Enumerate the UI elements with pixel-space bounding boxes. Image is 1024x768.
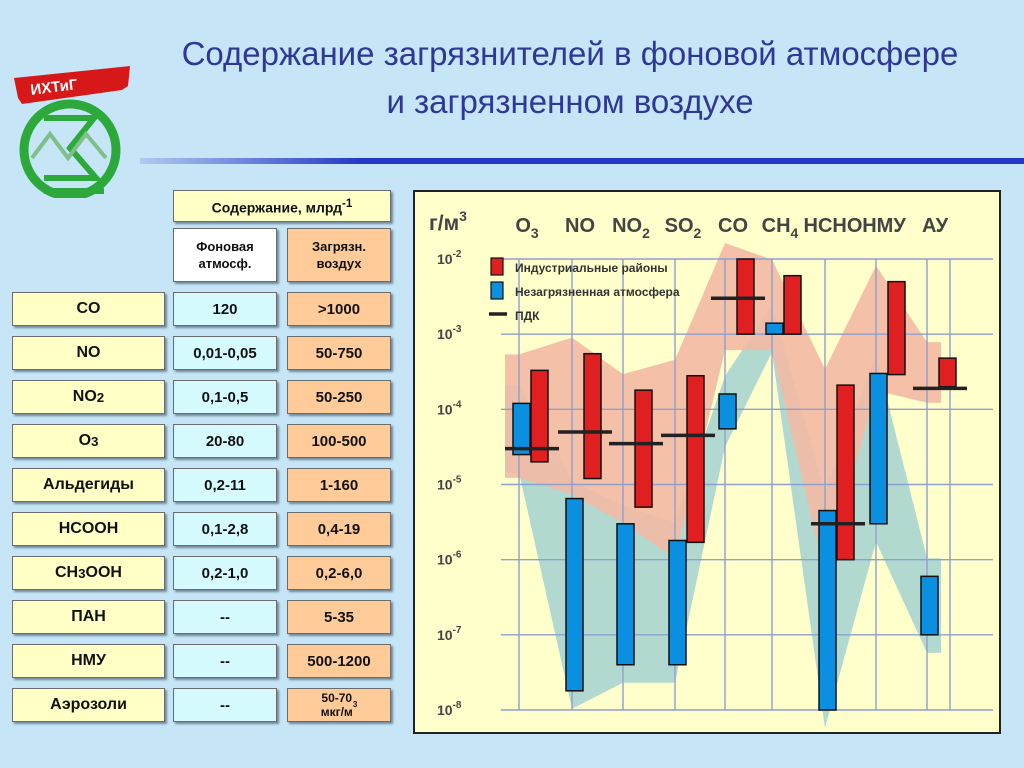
table-cell-polluted: 50-750 [287, 336, 391, 370]
table-row-name: Альдегиды [12, 468, 165, 502]
y-tick-label: 10-5 [437, 475, 462, 493]
category-label: CO [718, 215, 748, 237]
bar-industrial [887, 280, 906, 376]
bar-industrial [583, 352, 602, 480]
category-label: SO2 [665, 215, 702, 241]
table-cell-polluted: 0,2-6,0 [287, 556, 391, 590]
bar-clean [668, 539, 687, 666]
col-header-polluted: Загрязн. воздух [287, 228, 391, 282]
bar-industrial [686, 374, 705, 544]
legend: Индустриальные районы Незагрязненная атмо… [489, 257, 680, 323]
bar-marks [505, 258, 967, 711]
table-row-name: NO 2 [12, 380, 165, 414]
bar-clean [512, 402, 531, 456]
legend-swatch-clean [490, 281, 504, 300]
col-header-background: Фоновая атмосф. [173, 228, 277, 282]
legend-swatch-industrial [490, 257, 504, 276]
table-row-name: CO [12, 292, 165, 326]
table-cell-polluted: 1-160 [287, 468, 391, 502]
table-cell-polluted: 5-35 [287, 600, 391, 634]
chart-panel: 10-2 10-3 10-4 10-5 10-6 10-7 10-8 г/м3 O3 NO NO2 S… [413, 190, 1001, 734]
category-label: NO2 [612, 215, 650, 241]
logo-sigma-icon [44, 115, 103, 181]
bar-clean [818, 509, 837, 711]
slide-title: Содержание загрязнителей в фоновой атмос… [181, 35, 959, 120]
bar-industrial [530, 369, 549, 463]
institution-logo: ИХТиГ [14, 66, 130, 198]
y-tick-label: 10-8 [437, 700, 462, 718]
y-tick-label: 10-2 [437, 249, 462, 267]
table-cell-polluted: 100-500 [287, 424, 391, 458]
bar-clean [616, 523, 635, 666]
y-tick-label: 10-4 [437, 399, 462, 417]
bar-clean [920, 575, 939, 636]
table-cell-polluted: 0,4-19 [287, 512, 391, 546]
table-header: Содержание, млрд-1 [173, 190, 391, 222]
table-cell-polluted: 50-70 мкг/м 3 [287, 688, 391, 722]
logo-banner [14, 66, 130, 104]
bar-clean [718, 393, 737, 430]
bar-clean [565, 497, 584, 692]
table-row-name: Аэрозоли [12, 688, 165, 722]
table-row-name: НМУ [12, 644, 165, 678]
logo-wave-icon [30, 130, 108, 162]
table-cell-background: 0,01-0,05 [173, 336, 277, 370]
y-axis-label: г/м3 [429, 208, 467, 235]
table-cell-polluted: 50-250 [287, 380, 391, 414]
legend-label: Индустриальные районы [515, 261, 668, 275]
legend-label: ПДК [515, 309, 540, 323]
bar-clean [869, 372, 888, 525]
category-label: NO [565, 215, 595, 237]
y-tick-label: 10-6 [437, 550, 462, 568]
y-tick-label: 10-7 [437, 625, 462, 643]
legend-label: Незагрязненная атмосфера [515, 285, 680, 299]
bar-industrial [836, 384, 855, 561]
table-row-name: ПАН [12, 600, 165, 634]
logo-ring [19, 99, 121, 198]
logo-text: ИХТиГ [30, 76, 79, 99]
table-cell-background: -- [173, 644, 277, 678]
category-label: CH4 [762, 215, 799, 241]
y-tick-label: 10-3 [437, 324, 462, 342]
table-cell-background: 0,1-2,8 [173, 512, 277, 546]
table-row-name: NO [12, 336, 165, 370]
category-label: O3 [515, 215, 539, 241]
table-row-name: CH 3 OOH [12, 556, 165, 590]
table-cell-background: 0,1-0,5 [173, 380, 277, 414]
log-range-chart: 10-2 10-3 10-4 10-5 10-6 10-7 10-8 г/м3 O3 NO NO2 S… [429, 208, 993, 728]
table-cell-background: 0,2-11 [173, 468, 277, 502]
industrial-band [505, 243, 941, 576]
title-divider [140, 158, 1024, 164]
bar-industrial [783, 274, 802, 335]
category-label: НМУ [862, 215, 906, 237]
bar-industrial [634, 389, 653, 508]
table-header-text: Содержание, млрд-1 [211, 196, 353, 216]
table-row-name: HCOOH [12, 512, 165, 546]
table-cell-polluted: >1000 [287, 292, 391, 326]
bar-industrial [938, 357, 957, 388]
table-cell-background: -- [173, 688, 277, 722]
bar-clean [765, 322, 784, 335]
table-cell-background: -- [173, 600, 277, 634]
table-cell-background: 120 [173, 292, 277, 326]
category-label: АУ [922, 215, 949, 237]
table-cell-polluted: 500-1200 [287, 644, 391, 678]
table-cell-background: 20-80 [173, 424, 277, 458]
category-label: HCHO [804, 215, 863, 237]
table-cell-background: 0,2-1,0 [173, 556, 277, 590]
logo-base [44, 188, 104, 194]
